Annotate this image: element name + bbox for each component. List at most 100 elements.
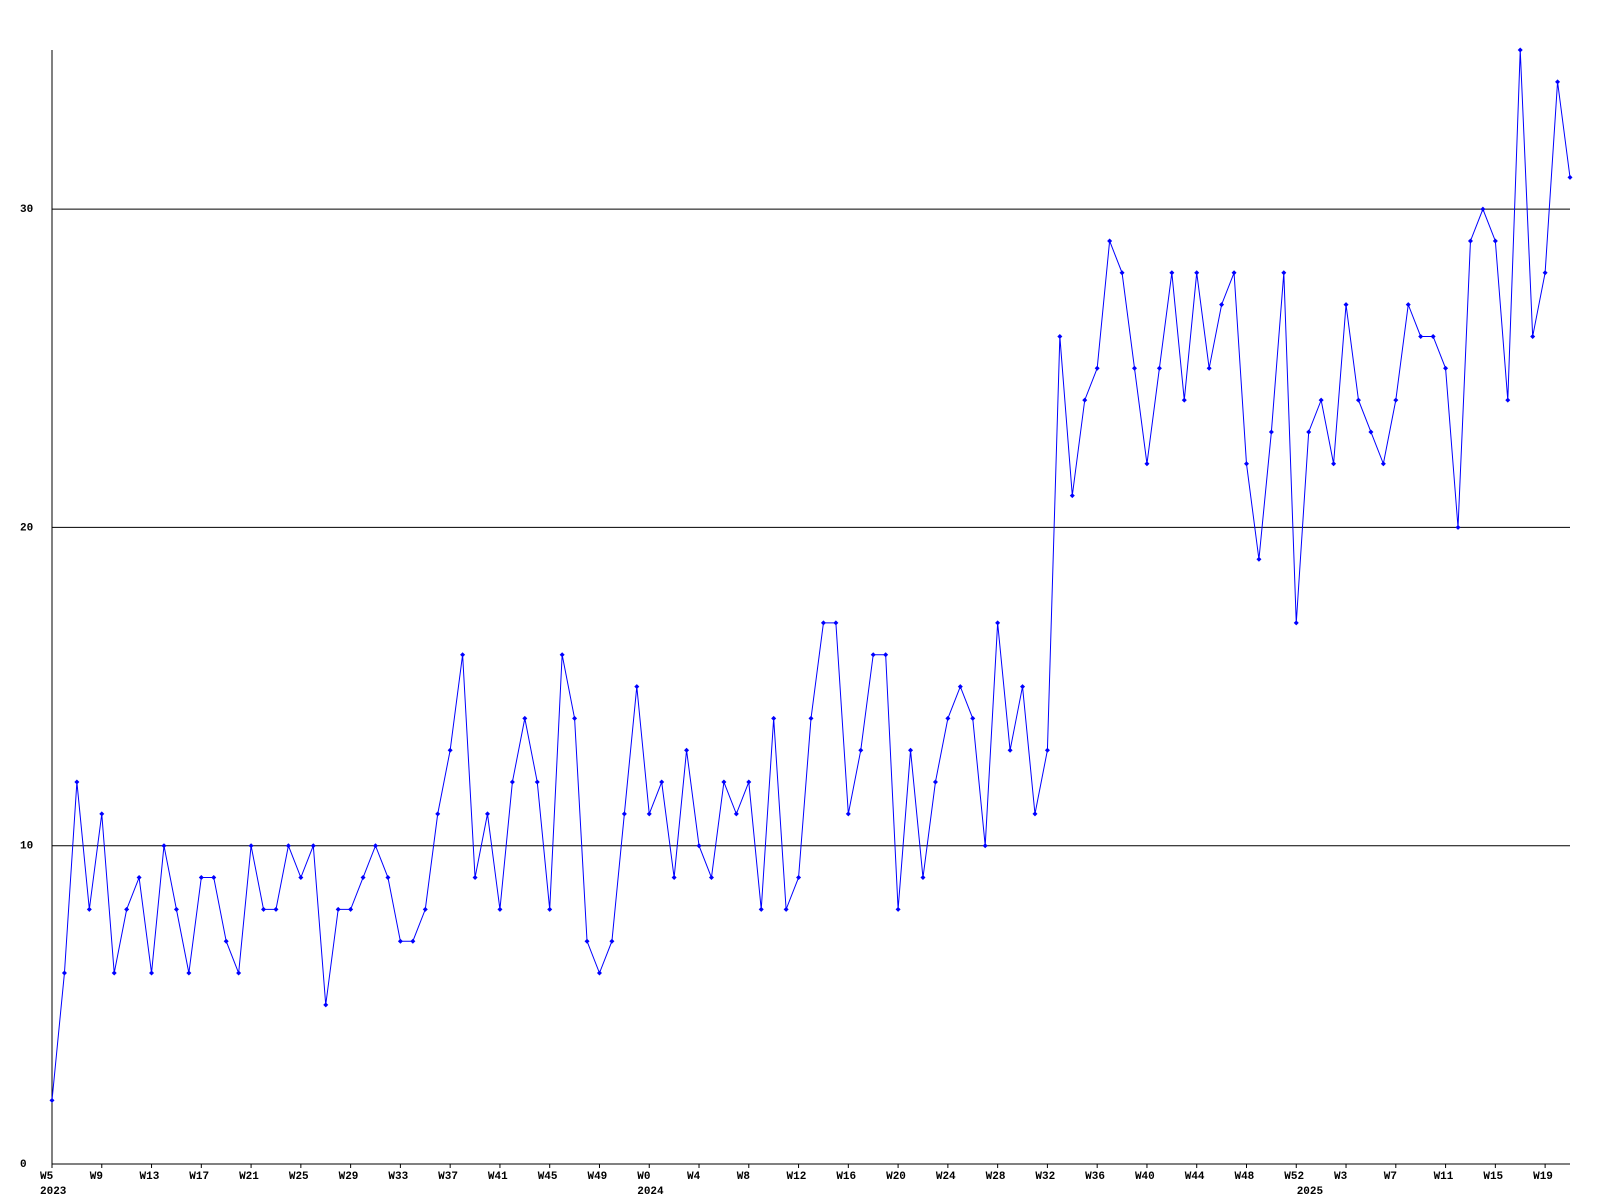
point	[559, 652, 565, 658]
point	[522, 715, 528, 721]
point	[1368, 429, 1374, 435]
point	[833, 620, 839, 626]
point	[1094, 365, 1100, 371]
point	[1107, 238, 1113, 244]
point	[447, 747, 453, 753]
point	[945, 715, 951, 721]
point	[1194, 270, 1200, 276]
point	[895, 906, 901, 912]
point	[609, 938, 615, 944]
point	[410, 938, 416, 944]
x-tick-label: W36	[1085, 1171, 1105, 1183]
point	[1542, 270, 1548, 276]
point	[124, 906, 130, 912]
point	[1132, 365, 1138, 371]
year-label: 2023	[40, 1186, 67, 1198]
x-tick-label: W8	[737, 1171, 751, 1183]
point	[1119, 270, 1125, 276]
point	[970, 715, 976, 721]
point	[1169, 270, 1175, 276]
point	[634, 684, 640, 690]
point	[845, 811, 851, 817]
x-tick-label: W17	[189, 1171, 209, 1183]
point	[186, 970, 192, 976]
point	[621, 811, 627, 817]
point	[870, 652, 876, 658]
point	[572, 715, 578, 721]
x-tick-label: W41	[488, 1171, 508, 1183]
point	[1293, 620, 1299, 626]
point	[1231, 270, 1237, 276]
point	[733, 811, 739, 817]
x-tick-label: W4	[687, 1171, 701, 1183]
point	[1517, 47, 1523, 53]
x-tick-label: W13	[140, 1171, 160, 1183]
y-tick-label: 20	[20, 522, 33, 534]
point	[335, 906, 341, 912]
point	[908, 747, 914, 753]
point	[1355, 397, 1361, 403]
point	[348, 906, 354, 912]
x-tick-label: W12	[787, 1171, 807, 1183]
point	[1393, 397, 1399, 403]
point	[1505, 397, 1511, 403]
point	[74, 779, 80, 785]
point	[1082, 397, 1088, 403]
line	[51, 49, 1571, 1101]
x-tick-label: W3	[1334, 1171, 1348, 1183]
x-tick-label: W40	[1135, 1171, 1155, 1183]
point	[1418, 333, 1424, 339]
point	[484, 811, 490, 817]
point	[472, 875, 478, 881]
point	[796, 875, 802, 881]
x-tick-label: W19	[1533, 1171, 1553, 1183]
x-tick-label: W15	[1483, 1171, 1503, 1183]
x-tick-label: W44	[1185, 1171, 1205, 1183]
point	[273, 906, 279, 912]
point	[285, 843, 291, 849]
point	[671, 875, 677, 881]
x-tick-label: W24	[936, 1171, 956, 1183]
point	[198, 875, 204, 881]
point	[1007, 747, 1013, 753]
point	[248, 843, 254, 849]
point	[61, 970, 67, 976]
point	[1318, 397, 1324, 403]
x-tick-label: W48	[1234, 1171, 1254, 1183]
point	[783, 906, 789, 912]
point	[1555, 79, 1561, 85]
x-tick-label: W0	[637, 1171, 650, 1183]
x-tick-label: W16	[836, 1171, 856, 1183]
point	[1443, 365, 1449, 371]
point	[995, 620, 1001, 626]
point	[982, 843, 988, 849]
point	[596, 970, 602, 976]
point	[385, 875, 391, 881]
x-tick-label: W7	[1384, 1171, 1397, 1183]
point	[1281, 270, 1287, 276]
point	[684, 747, 690, 753]
point	[1219, 302, 1225, 308]
point	[261, 906, 267, 912]
x-tick-label: W28	[986, 1171, 1006, 1183]
x-tick-label: W9	[90, 1171, 103, 1183]
point	[758, 906, 764, 912]
x-tick-label: W21	[239, 1171, 259, 1183]
x-tick-label: W5	[40, 1171, 54, 1183]
point	[298, 875, 304, 881]
point	[1331, 461, 1337, 467]
point	[1455, 524, 1461, 530]
point	[659, 779, 665, 785]
point	[236, 970, 242, 976]
y-tick-label: 30	[20, 204, 33, 216]
point	[435, 811, 441, 817]
point	[858, 747, 864, 753]
point	[746, 779, 752, 785]
x-tick-label: W52	[1284, 1171, 1304, 1183]
point	[920, 875, 926, 881]
point	[1243, 461, 1249, 467]
point	[1467, 238, 1473, 244]
point	[1405, 302, 1411, 308]
point	[820, 620, 826, 626]
